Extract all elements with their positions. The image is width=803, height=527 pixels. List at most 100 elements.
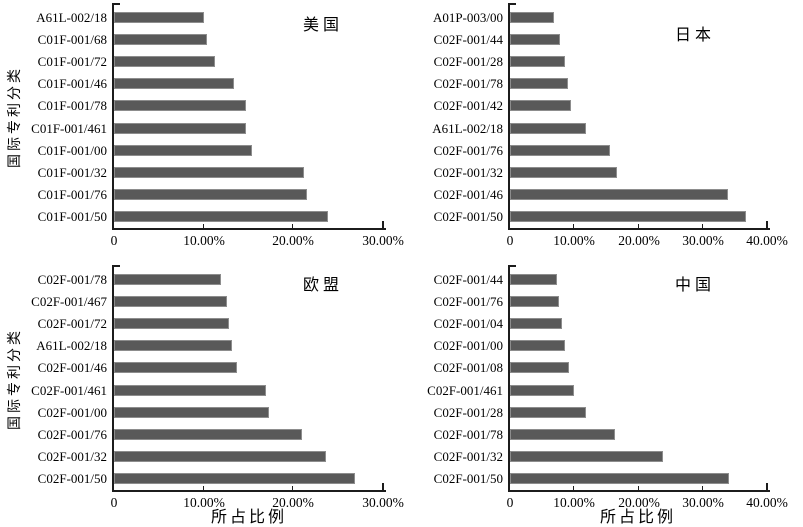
x-tick-label: 20.00% <box>272 495 314 510</box>
chart-panel-usa: 美国 国际专利分类 0 10.00% 20.00% 30.00% A61L-002/18… <box>0 0 404 263</box>
category-label: C01F-001/46 <box>37 76 107 91</box>
y-axis-top-tick <box>112 265 120 267</box>
bar <box>510 100 571 111</box>
category-label: C02F-001/78 <box>37 272 107 287</box>
category-label: C01F-001/76 <box>37 187 107 202</box>
bar <box>114 451 326 462</box>
category-label: C02F-001/46 <box>37 360 107 375</box>
bar <box>114 340 232 351</box>
chart-panel-china: 中国 所占比例 0 10.00% 20.00% 30.00% 40.00% C02F-00… <box>400 263 803 527</box>
bar <box>114 429 302 440</box>
category-label: C02F-001/76 <box>37 427 107 442</box>
bar <box>510 429 615 440</box>
category-label: C01F-001/78 <box>37 98 107 113</box>
bar <box>114 167 304 178</box>
bar <box>114 56 215 67</box>
bar <box>114 407 269 418</box>
panel-title-japan: 日本 <box>675 27 716 44</box>
bar <box>114 145 252 156</box>
y-axis-top-tick <box>508 265 516 267</box>
category-label: C02F-001/44 <box>433 32 503 47</box>
x-tick-label: 20.00% <box>618 233 660 248</box>
category-label: C02F-001/32 <box>433 165 503 180</box>
category-label: C02F-001/46 <box>433 187 503 202</box>
x-tick-label: 10.00% <box>183 495 225 510</box>
category-label: C01F-001/68 <box>37 32 107 47</box>
bar <box>510 362 569 373</box>
x-tick-label: 20.00% <box>272 233 314 248</box>
x-tick-mark <box>573 486 574 490</box>
panel-title-usa: 美国 <box>303 17 344 34</box>
bar <box>510 34 560 45</box>
category-label: C02F-001/50 <box>37 471 107 486</box>
category-label: C02F-001/76 <box>433 143 503 158</box>
category-label: C01F-001/00 <box>37 143 107 158</box>
x-axis-line <box>112 228 386 230</box>
bar <box>510 318 562 329</box>
category-label: C02F-001/50 <box>433 471 503 486</box>
panel-title-eu: 欧盟 <box>303 277 344 294</box>
x-tick-label: 10.00% <box>183 233 225 248</box>
x-tick-label: 30.00% <box>682 495 724 510</box>
bar <box>510 78 568 89</box>
bar <box>114 473 355 484</box>
category-label: C02F-001/08 <box>433 360 503 375</box>
bar <box>510 473 729 484</box>
category-label: C01F-001/72 <box>37 54 107 69</box>
bar <box>510 211 746 222</box>
bar <box>114 385 266 396</box>
chart-panel-japan: 日本 0 10.00% 20.00% 30.00% 40.00% A01P-003/00 C… <box>400 0 803 263</box>
category-label: A61L-002/18 <box>432 121 503 136</box>
category-label: C02F-001/04 <box>433 316 503 331</box>
bar <box>510 340 565 351</box>
panel-title-china: 中国 <box>675 277 716 294</box>
category-label: C02F-001/78 <box>433 76 503 91</box>
y-axis-line <box>112 3 114 230</box>
bar <box>114 318 229 329</box>
bar <box>114 362 237 373</box>
y-axis-line <box>112 265 114 492</box>
x-tick-label: 0 <box>110 495 118 510</box>
bar <box>510 56 565 67</box>
category-label: C02F-001/00 <box>37 405 107 420</box>
bar <box>510 274 557 285</box>
y-axis-top-tick <box>112 3 120 5</box>
x-tick-label: 0 <box>506 495 514 510</box>
x-axis-line <box>112 490 386 492</box>
bar <box>114 274 221 285</box>
x-tick-mark <box>766 221 768 228</box>
category-label: C02F-001/461 <box>31 383 107 398</box>
bar <box>114 78 234 89</box>
x-tick-mark <box>203 486 204 490</box>
category-label: A61L-002/18 <box>36 338 107 353</box>
bar <box>114 100 246 111</box>
category-label: C02F-001/467 <box>31 294 107 309</box>
category-label: C02F-001/32 <box>37 449 107 464</box>
x-tick-mark <box>292 224 293 228</box>
bar <box>114 123 246 134</box>
x-tick-mark <box>382 221 384 228</box>
category-label: A01P-003/00 <box>432 10 503 25</box>
bar <box>510 145 610 156</box>
x-tick-mark <box>292 486 293 490</box>
bar <box>114 211 328 222</box>
category-label: C02F-001/72 <box>37 316 107 331</box>
category-label: C01F-001/461 <box>31 121 107 136</box>
category-label: C02F-001/44 <box>433 272 503 287</box>
bar <box>114 189 307 200</box>
x-tick-mark <box>702 224 703 228</box>
x-tick-label: 0 <box>110 233 118 248</box>
x-axis-line <box>508 228 770 230</box>
x-tick-mark <box>573 224 574 228</box>
category-label: C02F-001/50 <box>433 209 503 224</box>
x-tick-label: 40.00% <box>746 495 788 510</box>
x-axis-title: 所占比例 <box>210 509 287 526</box>
x-tick-label: 40.00% <box>746 233 788 248</box>
x-tick-mark <box>203 224 204 228</box>
category-label: C02F-001/32 <box>433 449 503 464</box>
x-tick-label: 30.00% <box>362 495 404 510</box>
y-axis-line <box>508 3 510 230</box>
bar <box>510 451 663 462</box>
x-tick-label: 0 <box>506 233 514 248</box>
bar <box>510 385 574 396</box>
